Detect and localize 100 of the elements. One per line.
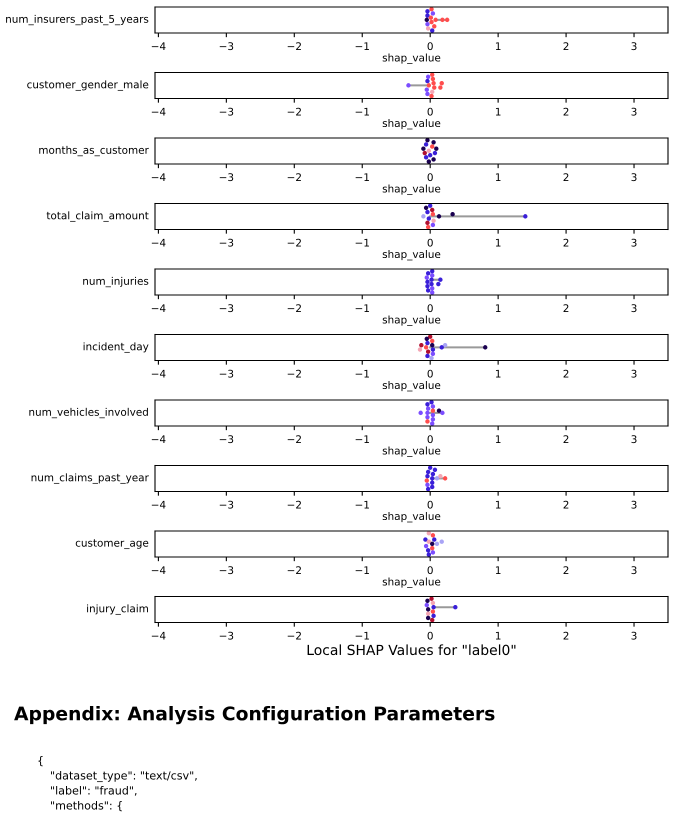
x-tick-label: −1 [356,500,369,508]
point [426,548,430,553]
x-tick-label: −1 [356,173,369,181]
point [429,20,434,24]
point [425,598,430,603]
x-tick-label: 2 [564,42,568,50]
x-tick-label: 2 [564,304,568,312]
point [425,9,430,14]
point [430,618,434,622]
point [438,278,443,282]
x-tick-label: 2 [564,370,568,378]
point [425,402,430,406]
x-axis-title: shap_value [382,250,440,260]
point [430,11,436,16]
point [426,216,432,221]
point [429,282,434,286]
x-tick-label: −2 [288,370,301,378]
point [424,206,428,210]
y-axis-title: num_claims_past_year [32,473,149,484]
point [438,85,443,90]
x-tick-label: 2 [564,566,568,574]
point [424,142,428,147]
point [430,533,436,538]
point [431,157,436,162]
point [425,92,430,96]
x-tick-label: −3 [220,108,234,116]
x-tick-label: 0 [428,108,433,116]
point [431,81,436,86]
y-axis-title: customer_gender_male [27,80,148,91]
point [430,412,436,418]
point [426,271,430,276]
point [429,7,434,12]
point [431,605,436,610]
point [428,152,432,158]
text: "methods": { [51,801,122,812]
x-tick-label: 3 [632,42,637,50]
point [432,537,436,542]
point [428,16,434,20]
x-tick-label: 2 [564,632,568,640]
x-tick-label: −1 [356,566,369,574]
point [429,596,434,601]
point [419,343,424,348]
x-tick-label: 3 [632,238,637,247]
point [426,224,430,230]
text: "label": "fraud", [51,786,136,796]
x-tick-label: 0 [428,238,433,247]
point [425,13,430,18]
x-tick-label: 0 [428,370,433,378]
point [440,345,444,350]
point [429,356,434,360]
x-tick-label: 0 [428,42,433,50]
point [424,87,429,92]
point [434,146,438,151]
point [442,343,448,348]
point [421,146,426,151]
point [430,347,436,352]
x-tick-label: −2 [288,238,301,246]
point [424,336,429,341]
x-tick-label: 2 [564,500,568,508]
point [436,282,441,286]
point [426,74,430,79]
point [426,406,430,411]
x-tick-label: −3 [220,42,234,50]
x-tick-label: 1 [496,370,500,378]
point [426,616,430,620]
x-tick-label: 2 [564,108,568,116]
x-tick-label: 2 [564,238,568,246]
point [425,419,430,424]
x-tick-label: −3 [220,435,234,444]
point [453,605,458,610]
point [425,220,430,226]
point [442,476,448,481]
point [430,352,436,356]
x-tick-label: 1 [496,238,500,246]
point [523,214,528,219]
y-axis-title: incident_day [84,342,149,353]
x-axis-title: shap_value [382,381,440,392]
point [425,474,430,478]
point [444,18,450,22]
point [418,347,422,352]
point [430,212,436,216]
point [431,614,436,618]
point [430,600,436,606]
x-tick-label: 3 [632,370,637,378]
point [434,542,440,546]
point [425,210,430,214]
x-tick-label: −3 [220,632,234,640]
point [450,212,455,216]
x-tick-label: −3 [220,304,234,312]
point [425,138,430,142]
x-tick-label: 3 [632,632,637,640]
x-tick-label: −2 [288,108,301,116]
point [436,214,442,219]
x-tick-label: −2 [288,632,301,640]
x-tick-label: 1 [496,108,500,116]
y-axis-title: months_as_customer [39,146,149,156]
point [483,345,488,350]
x-tick-label: 0 [428,500,433,509]
point [440,410,445,416]
point [430,222,436,228]
